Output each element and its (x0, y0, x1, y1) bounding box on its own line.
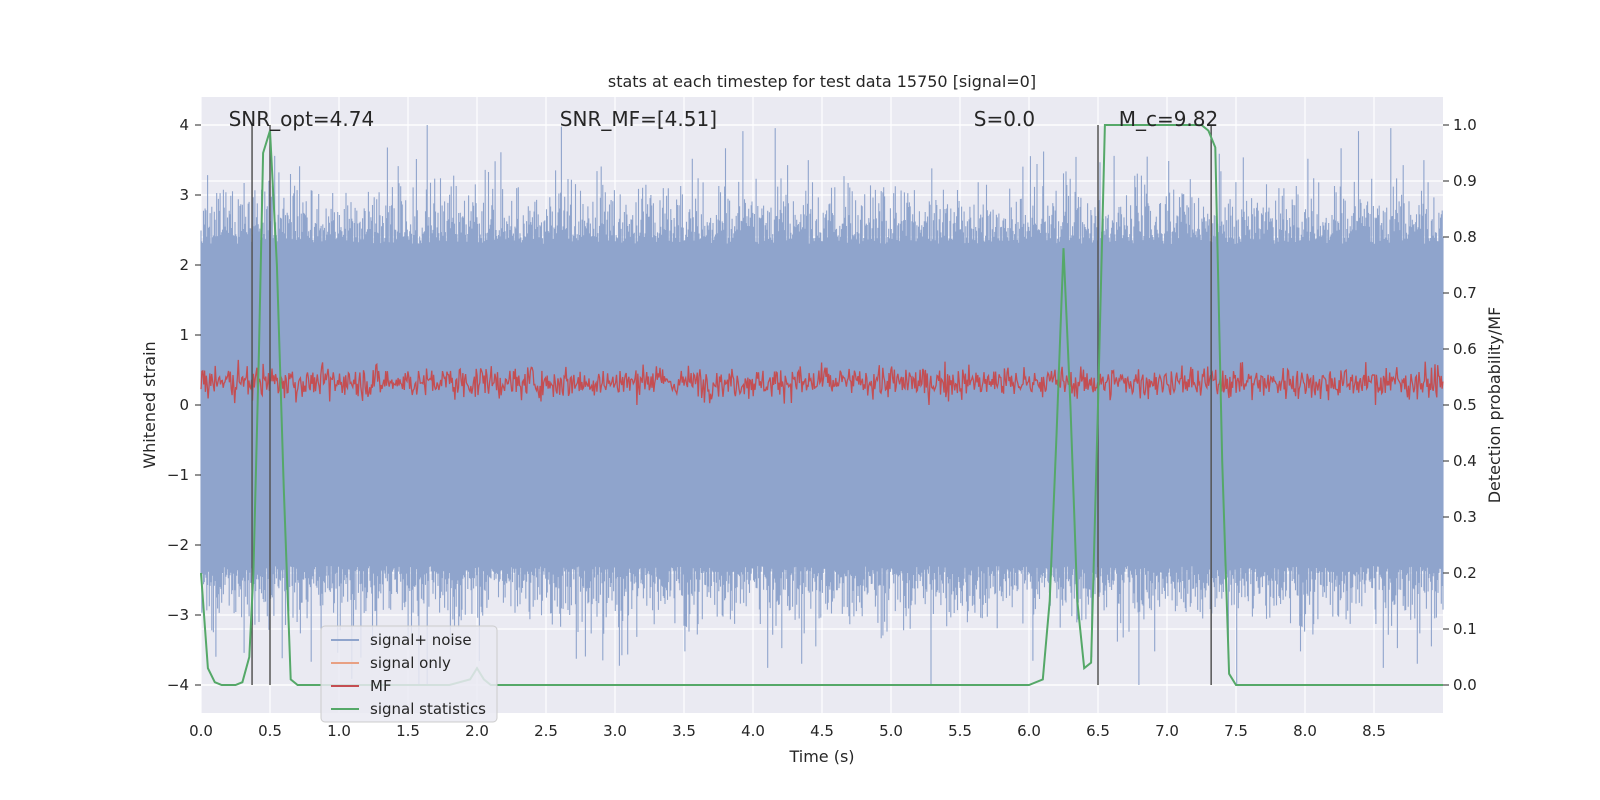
mf-line (200, 359, 1444, 406)
x-tick-label: 8.5 (1362, 722, 1386, 740)
x-tick-label: 4.5 (810, 722, 834, 740)
legend-box (320, 625, 498, 723)
y-right-tick-label: 0.9 (1453, 172, 1477, 190)
y-right-tick-label: 0.3 (1453, 508, 1477, 526)
y-right-tick-label: 0.7 (1453, 284, 1477, 302)
y-left-tick-label: 1 (179, 326, 189, 344)
axis-ticks: 0.0 0.5 1.0 1.5 2.0 2.5 3.0 3.5 4.0 4.5 5.0 5.5 6.0 6… (167, 116, 1477, 740)
y-right-tick-label: 0.6 (1453, 340, 1477, 358)
x-tick-label: 6.5 (1086, 722, 1110, 740)
legend-entry-label: MF (370, 677, 392, 695)
annotation-text: SNR_MF=[4.51] (560, 107, 717, 131)
y-left-tick-label: −1 (167, 466, 189, 484)
x-tick-label: 5.0 (879, 722, 903, 740)
legend-entry-label: signal statistics (370, 700, 486, 718)
y-axis-left-label: Whitened strain (140, 341, 159, 468)
y-right-tick-label: 0.2 (1453, 564, 1477, 582)
y-right-tick-label: 1.0 (1453, 116, 1477, 134)
annotation-text: SNR_opt=4.74 (229, 107, 375, 131)
x-tick-label: 3.5 (672, 722, 696, 740)
x-axis-label: Time (s) (788, 747, 854, 766)
series-signal-statistics (200, 124, 1443, 686)
x-tick-label: 0.5 (258, 722, 282, 740)
x-tick-label: 8.0 (1293, 722, 1317, 740)
series-signal-noise (200, 125, 1444, 685)
x-tick-label: 7.5 (1224, 722, 1248, 740)
y-left-tick-label: −2 (167, 536, 189, 554)
legend: signal+ noise signal only MF signal statist… (320, 625, 498, 723)
y-axis-right-label: Detection probability/MF (1485, 307, 1504, 504)
y-right-tick-label: 0.4 (1453, 452, 1477, 470)
y-right-tick-label: 0.0 (1453, 676, 1477, 694)
signal-statistics-line (200, 124, 1443, 686)
x-tick-label: 2.0 (465, 722, 489, 740)
y-left-tick-label: −3 (167, 606, 189, 624)
x-tick-label: 0.0 (189, 722, 213, 740)
y-left-tick-label: 2 (179, 256, 189, 274)
y-left-tick-label: −4 (167, 676, 189, 694)
y-left-tick-label: 0 (179, 396, 189, 414)
x-tick-label: 3.0 (603, 722, 627, 740)
x-tick-label: 5.5 (948, 722, 972, 740)
y-right-tick-label: 0.5 (1453, 396, 1477, 414)
x-tick-label: 1.0 (327, 722, 351, 740)
annotation-text: S=0.0 (974, 107, 1035, 131)
annotation-text: M_c=9.82 (1119, 107, 1219, 131)
x-tick-label: 6.0 (1017, 722, 1041, 740)
x-tick-label: 7.0 (1155, 722, 1179, 740)
legend-entry-label: signal only (370, 654, 451, 672)
x-tick-label: 4.0 (741, 722, 765, 740)
y-left-tick-label: 3 (179, 186, 189, 204)
x-tick-label: 2.5 (534, 722, 558, 740)
x-tick-label: 1.5 (396, 722, 420, 740)
annotations: SNR_opt=4.74 SNR_MF=[4.51] S=0.0 M_c=9.82 (229, 107, 1219, 131)
series-mf (200, 359, 1444, 406)
legend-entry-label: signal+ noise (370, 631, 472, 649)
y-left-tick-label: 4 (179, 116, 189, 134)
chart-title: stats at each timestep for test data 157… (608, 72, 1036, 91)
y-right-tick-label: 0.1 (1453, 620, 1477, 638)
y-right-tick-label: 0.8 (1453, 228, 1477, 246)
